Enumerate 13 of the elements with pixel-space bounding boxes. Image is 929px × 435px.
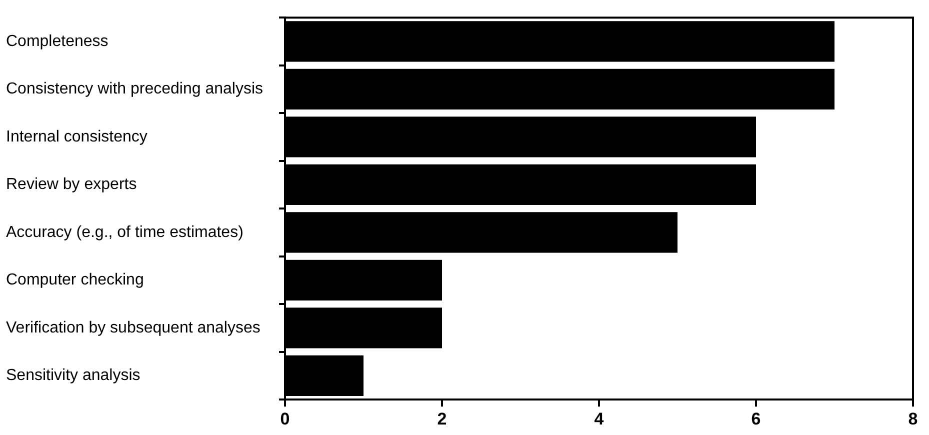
y-tick-label: Sensitivity analysis xyxy=(6,367,140,384)
x-tick-label: 4 xyxy=(594,409,604,428)
y-tick-label: Review by experts xyxy=(6,176,137,194)
y-tick-label: Internal consistency xyxy=(6,128,148,146)
y-tick-label: Accuracy (e.g., of time estimates) xyxy=(6,224,244,241)
x-tick-label: 0 xyxy=(280,409,290,428)
x-tick-label: 2 xyxy=(437,409,447,428)
x-tick-label: 8 xyxy=(908,409,918,428)
x-tick-label: 6 xyxy=(751,409,761,428)
y-tick-label: Completeness xyxy=(6,32,108,50)
y-tick-label: Consistency with preceding analysis xyxy=(6,80,264,98)
y-tick-label: Verification by subsequent analyses xyxy=(6,319,260,336)
y-tick-label: Computer checking xyxy=(6,272,144,289)
